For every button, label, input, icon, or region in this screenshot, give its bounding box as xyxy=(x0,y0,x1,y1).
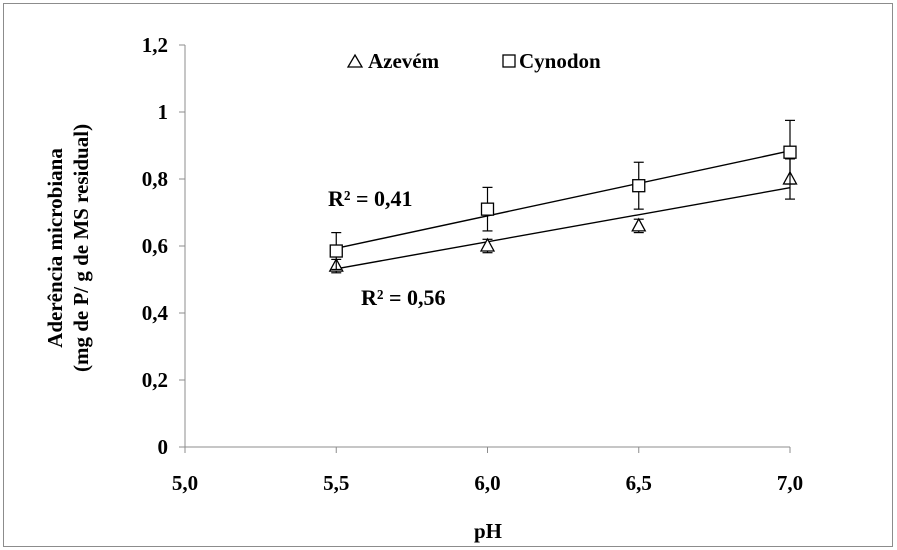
legend: Azevém Cynodon xyxy=(346,49,601,73)
r2-label-cynodon: R² = 0,41 xyxy=(328,186,413,211)
data-point-cynodon xyxy=(783,145,797,159)
trendline-cynodon xyxy=(336,150,791,250)
x-axis-ticks: 5,0 5,5 6,0 6,5 7,0 xyxy=(172,447,803,495)
y-tick-label: 0,4 xyxy=(142,301,169,325)
chart-frame xyxy=(3,3,893,547)
data-point-azevem xyxy=(631,217,647,232)
legend-square-icon xyxy=(502,54,516,68)
y-axis-title-line-1: Aderência microbiana xyxy=(43,148,67,348)
y-tick-label: 0 xyxy=(158,435,169,459)
series-layer xyxy=(328,119,798,274)
y-tick-label: 1 xyxy=(158,100,169,124)
data-point-azevem xyxy=(479,237,496,252)
y-axis-title-line-2: (mg de P/ g de MS residual) xyxy=(69,124,93,372)
x-tick-label: 7,0 xyxy=(777,471,803,495)
x-tick-label: 6,5 xyxy=(626,471,652,495)
y-tick-label: 1,2 xyxy=(142,33,168,57)
legend-triangle-icon xyxy=(346,53,364,68)
x-tick-label: 5,0 xyxy=(172,471,198,495)
y-tick-label: 0,8 xyxy=(142,167,168,191)
x-tick-label: 5,5 xyxy=(323,471,349,495)
x-axis-title: pH xyxy=(474,519,502,543)
x-tick-label: 6,0 xyxy=(474,471,500,495)
y-axis-ticks: 0 0,2 0,4 0,6 0,8 1 1,2 xyxy=(142,33,185,459)
y-tick-label: 0,2 xyxy=(142,368,168,392)
data-point-cynodon xyxy=(632,179,646,193)
r2-label-azevem: R² = 0,56 xyxy=(361,285,446,310)
trendline-azevem xyxy=(336,187,791,270)
legend-label-azevem: Azevém xyxy=(368,49,440,73)
data-point-cynodon xyxy=(480,202,495,216)
data-point-cynodon xyxy=(329,244,343,258)
y-tick-label: 0,6 xyxy=(142,234,168,258)
legend-label-cynodon: Cynodon xyxy=(519,49,601,73)
